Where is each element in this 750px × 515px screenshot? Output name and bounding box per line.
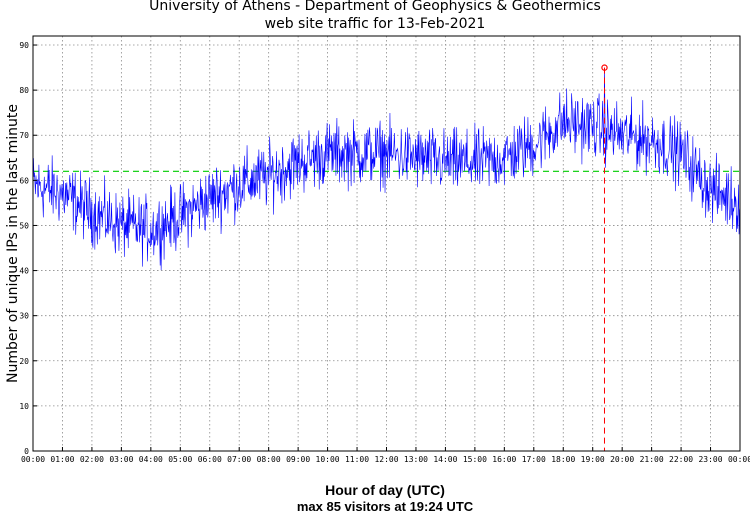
x-tick-label: 03:00	[109, 455, 133, 464]
x-tick-label: 07:00	[227, 455, 251, 464]
x-tick-label: 22:00	[669, 455, 693, 464]
x-tick-label: 17:00	[522, 455, 546, 464]
x-tick-label: 23:00	[698, 455, 722, 464]
y-tick-label: 20	[19, 357, 29, 366]
x-tick-label: 00:00	[728, 455, 750, 464]
x-tick-label: 09:00	[286, 455, 310, 464]
y-axis-label: Number of unique IPs in the last minute	[5, 104, 21, 383]
x-tick-label: 21:00	[640, 455, 664, 464]
x-tick-label: 13:00	[404, 455, 428, 464]
grid-layer	[33, 36, 740, 451]
marker-layer	[601, 64, 608, 451]
chart-title-line2: web site traffic for 13-Feb-2021	[264, 16, 486, 32]
x-tick-label: 16:00	[492, 455, 516, 464]
y-tick-label: 0	[24, 447, 29, 456]
x-tick-label: 08:00	[257, 455, 281, 464]
y-tick-label: 30	[19, 312, 29, 321]
x-tick-label: 04:00	[139, 455, 163, 464]
x-tick-label: 11:00	[345, 455, 369, 464]
max-visitors-caption: max 85 visitors at 19:24 UTC	[296, 499, 474, 514]
y-tick-label: 80	[19, 86, 29, 95]
chart-title-line1: University of Athens - Department of Geo…	[149, 0, 601, 14]
x-tick-label: 01:00	[50, 455, 74, 464]
x-tick-label: 02:00	[80, 455, 104, 464]
y-tick-label: 90	[19, 41, 29, 50]
y-tick-label: 40	[19, 267, 29, 276]
y-tick-label: 10	[19, 402, 29, 411]
x-tick-label: 19:00	[581, 455, 605, 464]
x-tick-label: 15:00	[463, 455, 487, 464]
series-line	[32, 67, 741, 271]
tick-layer: 0 10 20 30 40 50 60 70 80 90 00:00 01:00 02:00 03:00 0…	[19, 41, 750, 464]
y-tick-label: 50	[19, 221, 29, 230]
x-tick-label: 18:00	[551, 455, 575, 464]
x-tick-label: 00:00	[21, 455, 45, 464]
series-layer	[32, 67, 741, 271]
x-tick-label: 05:00	[168, 455, 192, 464]
y-tick-label: 60	[19, 176, 29, 185]
x-tick-label: 12:00	[374, 455, 398, 464]
x-axis-label: Hour of day (UTC)	[325, 482, 445, 498]
x-tick-label: 06:00	[198, 455, 222, 464]
x-tick-label: 14:00	[433, 455, 457, 464]
x-tick-label: 10:00	[316, 455, 340, 464]
x-tick-label: 20:00	[610, 455, 634, 464]
max-marker-point	[601, 64, 608, 71]
y-tick-label: 70	[19, 131, 29, 140]
